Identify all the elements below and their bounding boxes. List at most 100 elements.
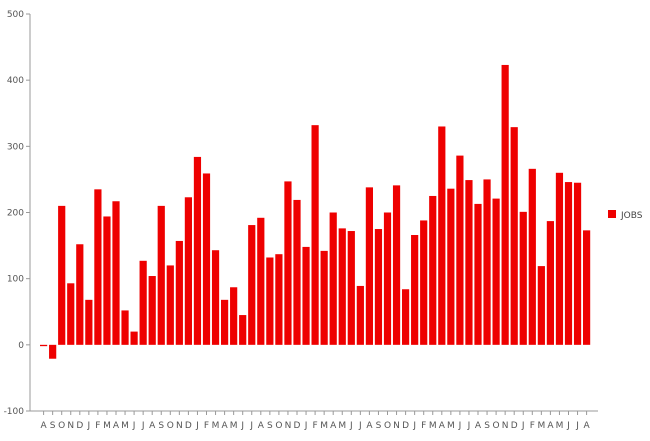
bar — [555, 172, 564, 345]
x-tick-label: J — [412, 421, 416, 431]
x-tick-label: D — [294, 421, 301, 431]
x-tick-label: A — [330, 421, 337, 431]
x-tick-label: M — [537, 421, 545, 431]
x-tick-label: J — [358, 421, 362, 431]
bar — [76, 244, 84, 345]
bar — [103, 216, 111, 345]
x-tick-label: M — [556, 421, 564, 431]
x-tick-label: D — [511, 421, 518, 431]
bar — [438, 126, 446, 345]
y-tick-label: 200 — [7, 209, 24, 219]
x-tick-label: A — [41, 421, 48, 431]
bar — [139, 260, 147, 345]
x-tick-label: S — [50, 421, 56, 431]
bar — [564, 182, 573, 345]
bar — [112, 201, 120, 345]
x-tick-label: A — [475, 421, 482, 431]
x-tick-label: J — [521, 421, 525, 431]
x-tick-label: D — [76, 421, 83, 431]
x-tick-label: A — [366, 421, 373, 431]
x-tick-label: M — [121, 421, 129, 431]
x-tick-label: F — [530, 421, 535, 431]
bar — [284, 181, 292, 345]
x-tick-label: J — [87, 421, 91, 431]
bar — [383, 212, 392, 345]
bar — [429, 195, 437, 345]
x-tick-label: F — [421, 421, 426, 431]
x-tick-label: J — [304, 421, 308, 431]
bar — [166, 265, 174, 345]
bar — [365, 187, 373, 345]
bar — [474, 203, 482, 345]
bar — [130, 331, 138, 345]
x-tick-label: N — [502, 421, 509, 431]
x-tick-label: A — [258, 421, 265, 431]
bar — [347, 231, 355, 345]
bar — [67, 283, 75, 345]
legend-label-jobs: JOBS — [620, 211, 643, 221]
x-tick-label: M — [447, 421, 455, 431]
bar — [85, 299, 93, 345]
bar — [329, 212, 337, 345]
x-tick-label: J — [240, 421, 244, 431]
x-tick-label: J — [132, 421, 136, 431]
x-tick-label: J — [195, 421, 199, 431]
x-tick-label: N — [67, 421, 74, 431]
x-tick-label: N — [176, 421, 183, 431]
bar — [221, 299, 229, 345]
bar — [257, 217, 265, 345]
x-tick-label: M — [103, 421, 111, 431]
x-tick-label: O — [58, 421, 65, 431]
bar — [121, 310, 129, 345]
bar — [239, 315, 247, 345]
bar — [193, 156, 202, 345]
x-tick-label: S — [484, 421, 490, 431]
bar — [402, 289, 410, 345]
x-tick-label: A — [439, 421, 446, 431]
bar — [456, 155, 464, 345]
bar — [483, 179, 491, 345]
bar — [175, 240, 183, 345]
bar — [148, 276, 156, 345]
bar — [157, 205, 165, 345]
x-tick-label: M — [429, 421, 437, 431]
bar — [583, 230, 591, 345]
bars — [40, 64, 591, 359]
x-tick-label: F — [313, 421, 318, 431]
x-tick-label: F — [95, 421, 100, 431]
y-tick-label: 400 — [7, 76, 24, 86]
bar — [311, 125, 319, 345]
bar — [465, 180, 473, 345]
bar — [392, 185, 401, 345]
bar — [202, 173, 211, 345]
x-tick-label: A — [584, 421, 591, 431]
bar — [537, 266, 545, 345]
bar — [58, 205, 66, 345]
x-tick-label: J — [458, 421, 462, 431]
bar — [420, 220, 428, 345]
legend: JOBS — [608, 210, 643, 221]
y-tick-label: 300 — [7, 142, 24, 152]
x-tick-label: N — [285, 421, 292, 431]
bar — [230, 287, 238, 345]
x-tick-label: M — [230, 421, 238, 431]
x-tick-label: S — [267, 421, 273, 431]
bar — [49, 344, 57, 359]
x-tick-label: S — [158, 421, 164, 431]
bar — [248, 225, 256, 345]
y-tick-label: 100 — [7, 275, 24, 285]
x-tick-label: M — [320, 421, 328, 431]
bar — [94, 189, 102, 345]
bar — [501, 64, 509, 345]
bar — [356, 285, 364, 345]
legend-swatch-jobs — [608, 210, 616, 218]
x-tick-label: A — [113, 421, 120, 431]
x-tick-label: F — [204, 421, 209, 431]
bar — [374, 229, 383, 345]
x-tick-label: O — [167, 421, 174, 431]
x-tick-label: J — [575, 421, 579, 431]
bar — [275, 254, 283, 345]
bar — [293, 199, 301, 345]
x-tick-label: A — [547, 421, 554, 431]
bar — [546, 221, 554, 345]
